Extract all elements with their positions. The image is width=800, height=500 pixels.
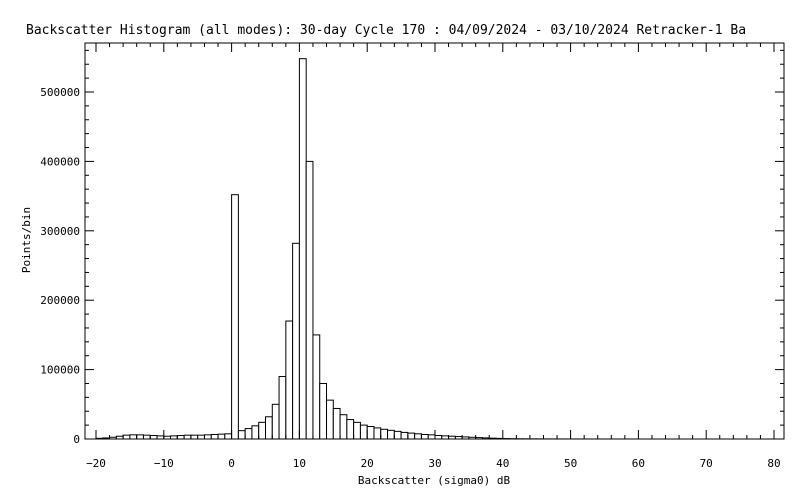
histogram-bar — [203, 434, 212, 440]
histogram-bar — [142, 434, 151, 440]
histogram-bar — [149, 435, 158, 440]
histogram-bar — [481, 437, 490, 440]
histogram-bar — [400, 431, 409, 440]
histogram-bar — [488, 437, 497, 440]
histogram-bar — [346, 419, 355, 440]
histogram-bar — [373, 427, 382, 440]
histogram-bar — [265, 416, 273, 440]
histogram-bar — [312, 334, 321, 440]
x-tick-label: −20 — [86, 457, 106, 470]
histogram-bar — [129, 434, 138, 440]
histogram-bar — [468, 436, 477, 440]
histogram-bar — [176, 435, 185, 440]
y-tick-label: 400000 — [40, 155, 80, 168]
histogram-bar — [95, 437, 104, 440]
histogram-bar — [434, 435, 443, 440]
histogram-bar — [366, 426, 375, 440]
histogram-bar — [475, 437, 483, 440]
histogram-bar — [326, 399, 334, 440]
histogram-bar — [251, 425, 260, 440]
x-tick-label: 0 — [228, 457, 235, 470]
x-tick-label: 50 — [564, 457, 577, 470]
histogram-bar — [217, 433, 226, 440]
plot-frame — [84, 42, 785, 440]
y-tick-label: 100000 — [40, 364, 80, 377]
histogram-bar — [298, 58, 307, 440]
histogram-bar — [387, 429, 395, 440]
histogram-bar — [271, 403, 280, 440]
histogram-bar — [210, 433, 219, 440]
histogram-bar — [258, 421, 267, 440]
y-axis-label: Points/bin — [20, 207, 33, 273]
histogram-bar — [414, 433, 422, 440]
x-axis-label: Backscatter (sigma0) dB — [358, 474, 511, 487]
histogram-bar — [136, 434, 144, 440]
histogram-bar — [319, 382, 328, 440]
y-axis: 0 100000 200000 300000 400000 500000 — [40, 49, 784, 446]
histogram-bar — [190, 434, 199, 440]
x-tick-label: 30 — [428, 457, 441, 470]
y-tick-label: 0 — [73, 433, 80, 446]
histogram-bar — [102, 437, 111, 440]
histogram-bars — [95, 58, 633, 440]
histogram-bar — [231, 194, 239, 440]
histogram-bar — [305, 160, 314, 440]
histogram-bar — [115, 435, 124, 440]
histogram-bar — [163, 435, 172, 440]
histogram-bar — [109, 436, 117, 440]
x-tick-label: 70 — [700, 457, 713, 470]
histogram-bar — [237, 430, 246, 440]
y-tick-label: 500000 — [40, 86, 80, 99]
histogram-bar — [339, 414, 348, 440]
x-tick-label: −10 — [154, 457, 174, 470]
histogram-bar — [407, 432, 416, 440]
x-tick-label: 10 — [293, 457, 306, 470]
x-tick-label: 60 — [632, 457, 645, 470]
y-tick-label: 200000 — [40, 294, 80, 307]
histogram-bar — [393, 430, 402, 440]
histogram-bar — [292, 242, 300, 440]
histogram-bar — [448, 435, 456, 440]
x-tick-label: 80 — [767, 457, 780, 470]
histogram-bar — [122, 434, 131, 440]
x-tick-label: 40 — [496, 457, 509, 470]
histogram-bar — [197, 434, 205, 440]
histogram-bar — [156, 435, 165, 440]
histogram-bar — [454, 436, 463, 440]
histogram-bar — [183, 434, 192, 440]
y-tick-label: 300000 — [40, 225, 80, 238]
histogram-bar — [285, 320, 294, 440]
histogram-bar — [353, 421, 361, 440]
histogram-bar — [495, 437, 504, 440]
x-tick-label: 20 — [361, 457, 374, 470]
chart-title: Backscatter Histogram (all modes): 30-da… — [26, 23, 746, 38]
x-axis: −20 −10 0 10 20 30 40 50 60 70 80 — [86, 43, 781, 470]
histogram-bar — [224, 433, 233, 440]
histogram-bar — [170, 435, 178, 440]
histogram-bar — [420, 433, 429, 440]
histogram-bar — [427, 434, 436, 440]
histogram-bar — [332, 407, 341, 440]
histogram-bar — [380, 428, 389, 440]
histogram-bar — [461, 436, 470, 440]
histogram-bar — [441, 435, 450, 440]
histogram-bar — [244, 428, 253, 440]
histogram-bar — [278, 376, 287, 440]
histogram-bar — [359, 424, 368, 440]
